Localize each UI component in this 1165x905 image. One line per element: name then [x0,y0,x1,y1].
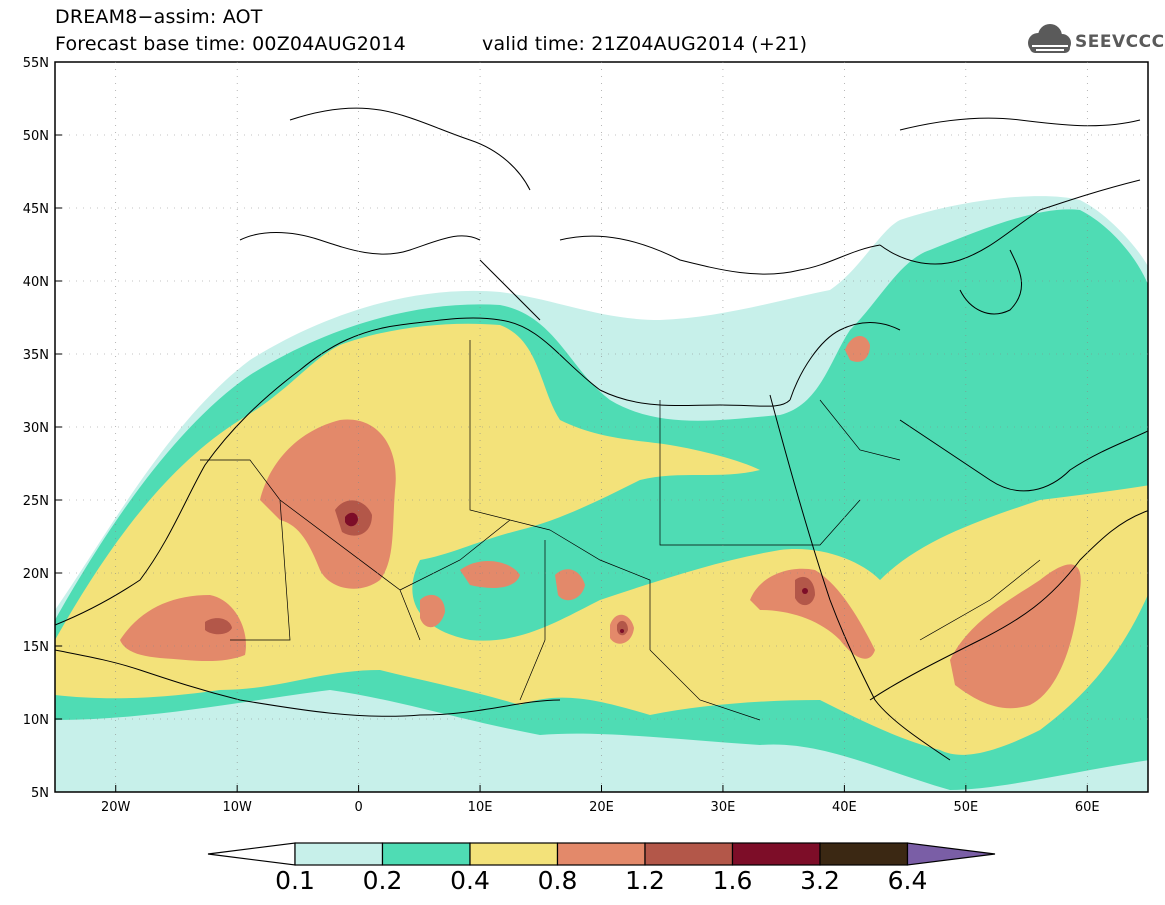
colorbar-high-arrow [906,842,996,866]
aot-peak-darfur [620,629,624,633]
colorbar-swatch [469,842,559,866]
aot-band-1-6-sahara [345,512,358,527]
colorbar-label: 0.1 [275,866,315,895]
colorbar-swatch [294,842,384,866]
coastlines [55,107,1148,761]
lat-tick-label: 10N [23,713,49,728]
lon-tick-label: 10E [468,800,493,815]
colorbar-label: 1.2 [625,866,665,895]
country-borders [200,340,1041,721]
aot-contours [55,107,1148,792]
axis-ticks: 20W 10W 0 10E 20E 30E 40E 50E 60E 55N 50N 45N 40N 35N… [23,56,1100,815]
lon-tick-label: 20W [101,800,131,815]
aot-band-1-2-west [205,618,232,635]
colorbar-low-arrow [207,842,296,866]
valid-time-label: valid time: 21Z04AUG2014 (+21) [482,33,808,55]
map-title: DREAM8−assim: AOT [55,6,263,28]
colorbar [207,842,996,866]
cloud-icon [1028,24,1071,53]
colorbar-label: 0.8 [537,866,578,895]
colorbar-label: 0.2 [362,866,403,895]
aot-band-0-8-mali [420,594,445,628]
logo-text: SEEVCCC [1075,32,1165,52]
colorbar-label: 1.6 [712,866,753,895]
lat-tick-label: 30N [23,421,49,436]
aot-band-0-8-arabia [950,564,1081,709]
lon-tick-label: 30E [711,800,736,815]
aot-band-0-8-sudan [750,568,875,659]
lon-tick-label: 40E [832,800,857,815]
aot-band-0-8-chad [555,569,585,601]
lon-tick-label: 0 [354,800,362,815]
graticule [55,62,1148,792]
lat-tick-label: 45N [23,202,49,217]
aot-band-0-8-iraq [845,335,870,362]
aot-band-1-2-darfur [617,620,628,636]
colorbar-label: 0.4 [450,866,490,895]
colorbar-swatch [731,842,821,866]
colorbar-swatch [556,842,646,866]
colorbar-swatch [819,842,909,866]
lon-tick-label: 20E [589,800,614,815]
aot-band-0-8-west [120,595,246,662]
lat-tick-label: 25N [23,494,49,509]
aot-band-0-8-niger [460,560,520,588]
lon-tick-label: 10W [222,800,252,815]
base-time-label: Forecast base time: 00Z04AUG2014 [55,33,406,55]
lat-tick-label: 55N [23,56,49,71]
lon-tick-label: 50E [953,800,978,815]
lat-tick-label: 40N [23,275,49,290]
lat-tick-label: 35N [23,348,49,363]
colorbar-label: 6.4 [887,866,928,895]
lon-tick-label: 60E [1075,800,1100,815]
lat-tick-label: 5N [31,786,49,801]
colorbar-swatch [381,842,471,866]
lat-tick-label: 50N [23,129,49,144]
colorbar-swatch [644,842,734,866]
aot-peak-sudan [802,588,808,594]
lat-tick-label: 20N [23,567,49,582]
lat-tick-label: 15N [23,640,49,655]
colorbar-label: 3.2 [800,866,840,895]
aot-band-0-8-sahara [260,419,396,589]
